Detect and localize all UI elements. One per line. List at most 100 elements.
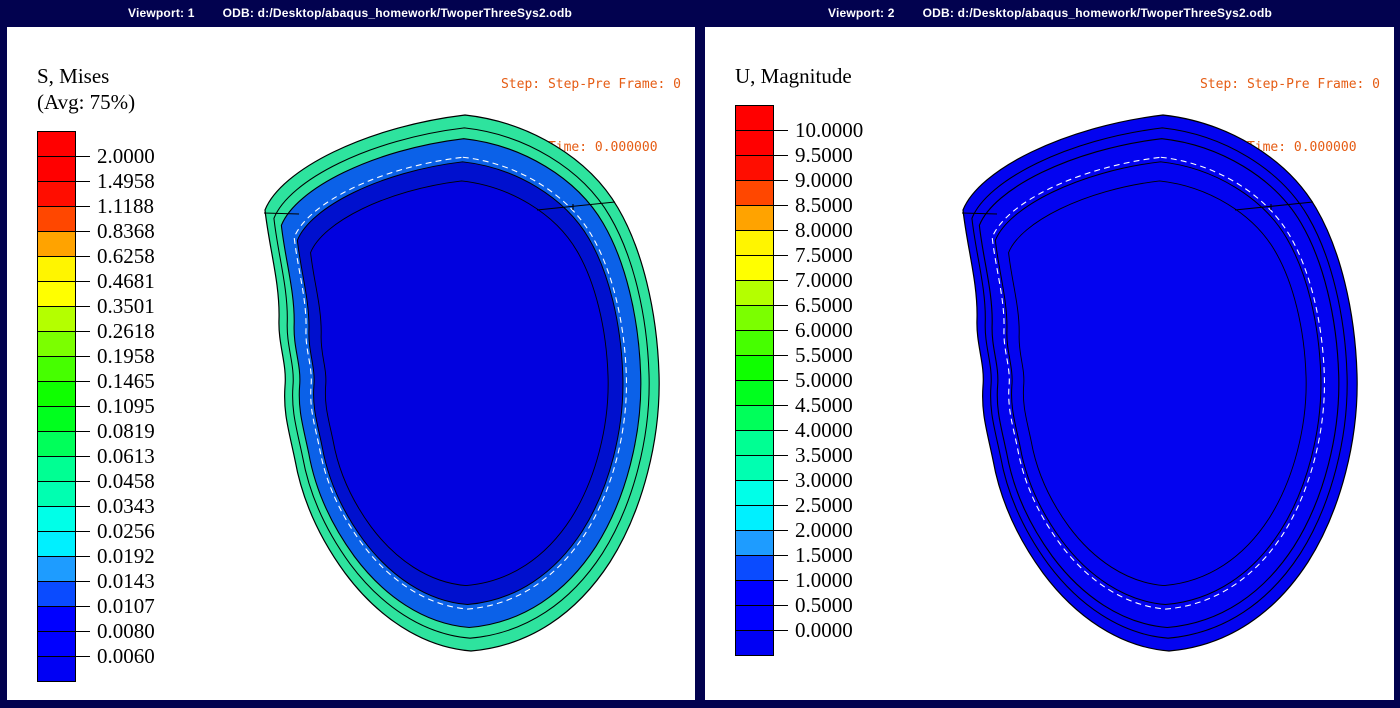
legend-subtitle: (Avg: 75%) [37,90,136,114]
legend-tick-mark [75,605,90,607]
legend-color-cell [38,432,75,457]
viewport-1-titlebar[interactable]: Viewport: 1 ODB: d:/Desktop/abaqus_homew… [0,0,700,25]
legend-color-cell [736,531,773,556]
legend-tick-label: 0.0107 [97,593,155,618]
legend-tick-mark [75,280,90,282]
legend-color-cell [736,406,773,431]
legend-tick-row: 1.1188 [75,194,154,218]
legend-tick-mark [773,604,788,606]
legend-tick-label: 2.5000 [795,492,853,517]
legend-tick-label: 4.0000 [795,417,853,442]
viewport-2-odb-path: ODB: d:/Desktop/abaqus_homework/TwoperTh… [922,5,1273,20]
legend-tick-row: 1.4958 [75,169,155,193]
viewport-1-label: Viewport: 1 [127,5,195,20]
legend-tick-label: 0.2618 [97,318,155,343]
legend-tick-row: 0.1958 [75,344,155,368]
legend-color-cell [736,106,773,131]
legend-tick-row: 0.0458 [75,469,155,493]
state-block: Step: Step-Pre Frame: 0 Total Time: 0.00… [1200,32,1380,200]
legend-tick-row: 1.0000 [773,568,853,592]
legend-tick-row: 6.5000 [773,293,853,317]
legend-tick-label: 6.0000 [795,317,853,342]
legend-tick-row: 5.0000 [773,368,853,392]
legend-tick-row: 0.3501 [75,294,155,318]
viewport-2-titlebar[interactable]: Viewport: 2 ODB: d:/Desktop/abaqus_homew… [700,0,1400,25]
legend-color-cell [736,206,773,231]
viewport-1-canvas[interactable]: Step: Step-Pre Frame: 0 Total Time: 0.00… [7,27,695,700]
legend-tick-label: 10.0000 [795,117,864,142]
legend-tick-mark [75,430,90,432]
legend-color-cell [38,557,75,582]
legend-tick-label: 9.0000 [795,167,853,192]
legend-color-cell [38,182,75,207]
legend-color-cell [736,456,773,481]
legend-tick-row: 0.5000 [773,593,853,617]
legend-color-cell [736,481,773,506]
viewport-2-label: Viewport: 2 [827,5,895,20]
legend-tick-label: 0.3501 [97,293,155,318]
state-step-line: Step: Step-Pre Frame: 0 [500,77,681,92]
legend-color-cell [736,381,773,406]
legend-color-cell [736,131,773,156]
legend-tick-mark [75,630,90,632]
legend-color-cell [38,232,75,257]
legend-tick-label: 4.5000 [795,392,853,417]
legend-tick-row: 5.5000 [773,343,853,367]
legend-tick-mark [75,255,90,257]
legend-tick-label: 0.4681 [97,268,155,293]
legend-tick-mark [75,155,90,157]
legend-tick-mark [75,380,90,382]
legend-tick-row: 0.1095 [75,394,155,418]
legend-tick-row: 0.1465 [75,369,155,393]
legend-color-cell [38,507,75,532]
legend-tick-label: 1.5000 [795,542,853,567]
legend-tick-label: 1.0000 [795,567,853,592]
legend-tick-mark [75,355,90,357]
legend-tick-row: 4.0000 [773,418,853,442]
legend-tick-label: 6.5000 [795,292,853,317]
legend-color-cell [38,532,75,557]
legend-color-cell [736,556,773,581]
viewport-2-canvas[interactable]: Step: Step-Pre Frame: 0 Total Time: 0.00… [705,27,1394,700]
legend-tick-row: 10.0000 [773,118,863,142]
legend-tick-row: 0.0256 [75,519,155,543]
legend-color-cell [736,431,773,456]
legend-tick-label: 7.5000 [795,242,853,267]
legend-tick-row: 3.0000 [773,468,853,492]
legend-tick-mark [75,555,90,557]
legend-tick-row: 8.5000 [773,193,853,217]
legend-tick-label: 8.0000 [795,217,853,242]
viewport-1-odb-path: ODB: d:/Desktop/abaqus_homework/TwoperTh… [222,5,573,20]
legend-tick-row: 9.0000 [773,168,853,192]
legend-color-cell [38,282,75,307]
legend-tick-row: 0.0192 [75,544,155,568]
contour-model-mises [263,114,660,652]
legend-tick-label: 9.5000 [795,142,853,167]
legend-tick-row: 9.5000 [773,143,853,167]
legend-tick-row: 2.5000 [773,493,853,517]
legend-tick-row: 6.0000 [773,318,853,342]
legend-tick-row: 0.0343 [75,494,155,518]
legend-tick-mark [75,655,90,657]
legend-color-cell [38,132,75,157]
legend-tick-mark [75,505,90,507]
legend-tick-mark [75,480,90,482]
legend-tick-row: 1.5000 [773,543,853,567]
legend-color-cell [38,357,75,382]
legend-tick-row: 7.0000 [773,268,853,292]
legend-color-cell [38,307,75,332]
legend-tick-row: 0.0143 [75,569,155,593]
legend-tick-label: 0.0613 [97,443,155,468]
legend-tick-label: 0.0192 [97,543,155,568]
legend-color-cell [736,156,773,181]
legend-tick-mark [75,330,90,332]
legend-tick-mark [75,580,90,582]
legend-tick-row: 7.5000 [773,243,853,267]
legend-tick-row: 0.0613 [75,444,155,468]
legend-color-cell [38,632,75,657]
legend-tick-label: 3.5000 [795,442,853,467]
legend-tick-label: 0.1095 [97,393,155,418]
legend-tick-row: 2.0000 [773,518,853,542]
legend-tick-mark [773,304,788,306]
legend-tick-mark [773,429,788,431]
